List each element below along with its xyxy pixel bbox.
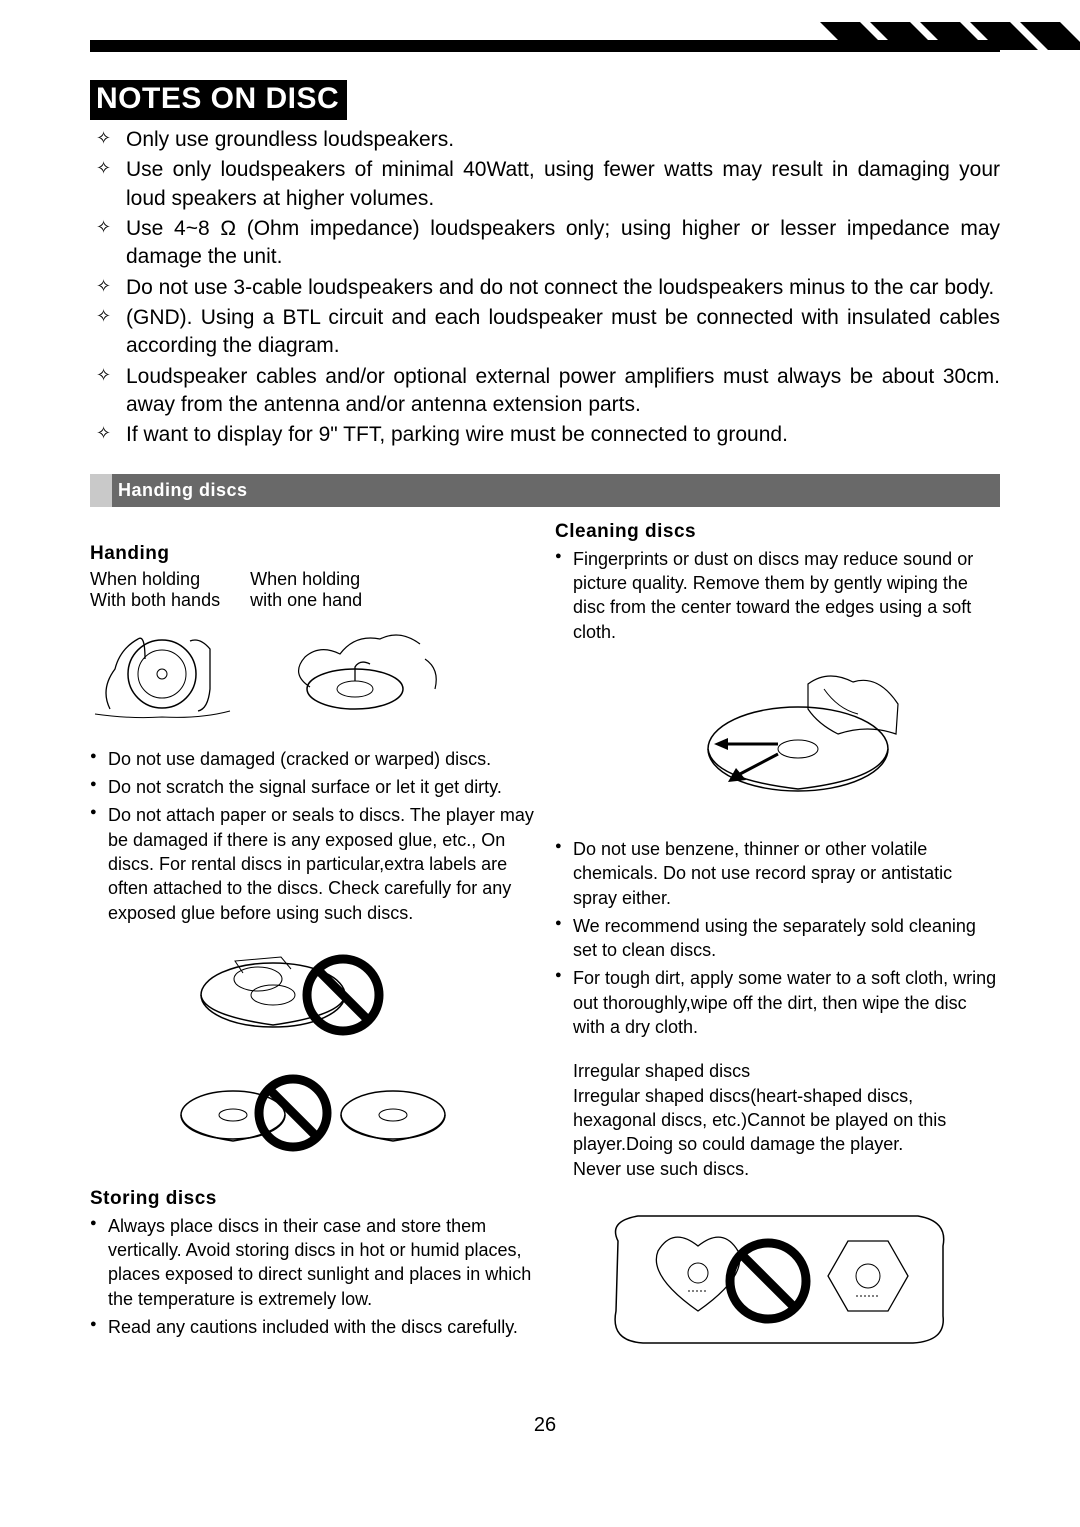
note-item: (GND). Using a BTL circuit and each loud… xyxy=(90,304,1000,361)
hold-one-label: When holding with one hand xyxy=(250,569,362,611)
bar-heading: Handing discs xyxy=(90,474,1000,507)
note-item: Do not use 3-cable loudspeakers and do n… xyxy=(90,274,1000,302)
handing-heading: Handing xyxy=(90,543,535,565)
wipe-diagram xyxy=(555,654,1000,819)
note-item: If want to display for 9" TFT, parking w… xyxy=(90,421,1000,449)
no-label-diagram xyxy=(90,935,535,1170)
storing-heading: Storing discs xyxy=(90,1188,535,1210)
notes-list: Only use groundless loudspeakers. Use on… xyxy=(90,126,1000,450)
header-trapezoids xyxy=(820,12,1080,72)
irregular-paragraph: Irregular shaped discs Irregular shaped … xyxy=(555,1059,1000,1180)
hold-both-label: When holding With both hands xyxy=(90,569,220,611)
note-item: Use 4~8 Ω (Ohm impedance) loudspeakers o… xyxy=(90,215,1000,272)
hold-labels: When holding With both hands When holdin… xyxy=(90,569,535,611)
bullet-item: Do not use benzene, thinner or other vol… xyxy=(555,837,1000,910)
note-item: Use only loudspeakers of minimal 40Watt,… xyxy=(90,156,1000,213)
bullet-item: Do not use damaged (cracked or warped) d… xyxy=(90,747,535,771)
handing-bullets: Do not use damaged (cracked or warped) d… xyxy=(90,747,535,925)
note-item: Loudspeaker cables and/or optional exter… xyxy=(90,363,1000,420)
header-bar xyxy=(90,40,1000,80)
cleaning-heading: Cleaning discs xyxy=(555,521,1000,543)
hold-diagrams xyxy=(90,619,535,729)
bullet-item: Do not scratch the signal surface or let… xyxy=(90,775,535,799)
note-item: Only use groundless loudspeakers. xyxy=(90,126,1000,154)
page-title: NOTES ON DISC xyxy=(90,80,347,120)
bullet-item: Fingerprints or dust on discs may reduce… xyxy=(555,547,1000,644)
hold-both-icon xyxy=(90,619,250,729)
two-column-layout: Handing When holding With both hands Whe… xyxy=(90,521,1000,1384)
cleaning-bullets-bottom: Do not use benzene, thinner or other vol… xyxy=(555,837,1000,1039)
bullet-item: Do not attach paper or seals to discs. T… xyxy=(90,803,535,924)
cleaning-bullets-top: Fingerprints or dust on discs may reduce… xyxy=(555,547,1000,644)
irregular-diagram xyxy=(555,1191,1000,1366)
hold-one-icon xyxy=(270,619,450,729)
bullet-item: Read any cautions included with the disc… xyxy=(90,1315,535,1339)
right-column: Cleaning discs Fingerprints or dust on d… xyxy=(555,521,1000,1384)
left-column: Handing When holding With both hands Whe… xyxy=(90,521,535,1384)
bullet-item: For tough dirt, apply some water to a so… xyxy=(555,966,1000,1039)
bullet-item: We recommend using the separately sold c… xyxy=(555,914,1000,963)
bullet-item: Always place discs in their case and sto… xyxy=(90,1214,535,1311)
page-number: 26 xyxy=(90,1414,1000,1437)
storing-bullets: Always place discs in their case and sto… xyxy=(90,1214,535,1339)
